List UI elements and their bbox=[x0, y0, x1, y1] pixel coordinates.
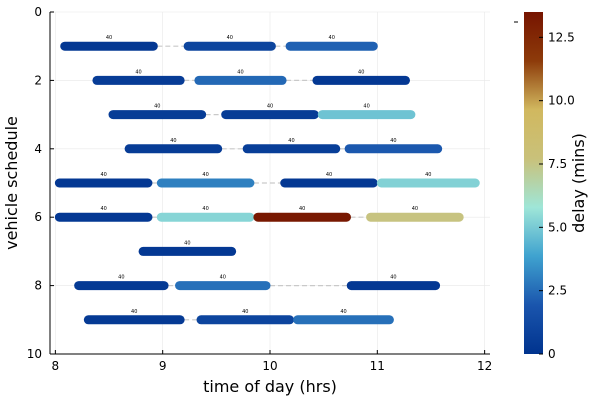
colorbar-gradient bbox=[524, 12, 543, 354]
trip-bar-label: 40 bbox=[326, 172, 332, 178]
x-tick-label: 12 bbox=[477, 359, 492, 373]
trip-bar-label: 40 bbox=[390, 275, 396, 281]
y-tick-label: 4 bbox=[34, 142, 42, 156]
trip-bar-label: 40 bbox=[237, 69, 243, 75]
trip-bar-label: 40 bbox=[202, 172, 208, 178]
colorbar-tick-label: 5.0 bbox=[548, 220, 567, 234]
colorbar bbox=[514, 12, 543, 354]
trip-bar-label: 40 bbox=[390, 138, 396, 144]
colorbar-tick-label: 12.5 bbox=[548, 30, 575, 44]
trip-bar-label: 40 bbox=[118, 275, 124, 281]
trip-bar-label: 40 bbox=[425, 172, 431, 178]
trip-bar-label: 40 bbox=[170, 138, 176, 144]
trip-bar-label: 40 bbox=[220, 275, 226, 281]
trip-bar-label: 40 bbox=[154, 104, 160, 110]
y-axis-label: vehicle schedule bbox=[2, 116, 21, 250]
trip-bar-label: 40 bbox=[135, 69, 141, 75]
x-tick-label: 10 bbox=[262, 359, 277, 373]
colorbar-tick-labels: 0 2.5 5.0 7.5 10.0 12.5 bbox=[539, 30, 575, 361]
trip-bar-label: 40 bbox=[412, 206, 418, 212]
y-tick-label: 0 bbox=[34, 5, 42, 19]
y-tick-labels: 0 2 4 6 8 10 bbox=[27, 5, 42, 361]
trip-bar-label: 40 bbox=[131, 309, 137, 315]
y-tick-label: 8 bbox=[34, 279, 42, 293]
trip-bar-label: 40 bbox=[100, 172, 106, 178]
y-tick-label: 10 bbox=[27, 347, 42, 361]
trip-bar-label: 40 bbox=[267, 104, 273, 110]
y-tick-label: 2 bbox=[34, 73, 42, 87]
trip-bar-label: 40 bbox=[202, 206, 208, 212]
trip-bar-label: 40 bbox=[242, 309, 248, 315]
trip-bar-label: 40 bbox=[299, 206, 305, 212]
x-tick-label: 9 bbox=[159, 359, 167, 373]
trip-connectors bbox=[151, 45, 367, 321]
colorbar-label: delay (mins) bbox=[569, 133, 588, 233]
trip-bar-label: 40 bbox=[288, 138, 294, 144]
colorbar-tick-label: 7.5 bbox=[548, 157, 567, 171]
y-tick-label: 6 bbox=[34, 210, 42, 224]
x-tick-label: 8 bbox=[52, 359, 60, 373]
colorbar-tick-label: 2.5 bbox=[548, 284, 567, 298]
trip-bar-label: 40 bbox=[106, 35, 112, 41]
x-tick-label: 11 bbox=[370, 359, 385, 373]
trip-bar-label: 40 bbox=[100, 206, 106, 212]
plot-axes bbox=[49, 11, 490, 355]
colorbar-tick-label: 10.0 bbox=[548, 94, 575, 108]
x-tick-labels: 8 9 10 11 12 bbox=[52, 359, 493, 373]
trip-bar-label: 40 bbox=[363, 104, 369, 110]
trip-bar-label: 40 bbox=[329, 35, 335, 41]
trip-bars bbox=[54, 41, 480, 325]
trip-bar-labels: 40 40 40 40 40 40 40 40 40 40 40 40 40 40 40 40 40 40 40 40… bbox=[100, 35, 431, 315]
x-axis-label: time of day (hrs) bbox=[203, 377, 337, 396]
trip-bar-label: 40 bbox=[227, 35, 233, 41]
trip-bar-label: 40 bbox=[340, 309, 346, 315]
colorbar-tick-label: 0 bbox=[548, 347, 556, 361]
trip-bar-label: 40 bbox=[358, 69, 364, 75]
trip-bar-label: 40 bbox=[184, 240, 190, 246]
